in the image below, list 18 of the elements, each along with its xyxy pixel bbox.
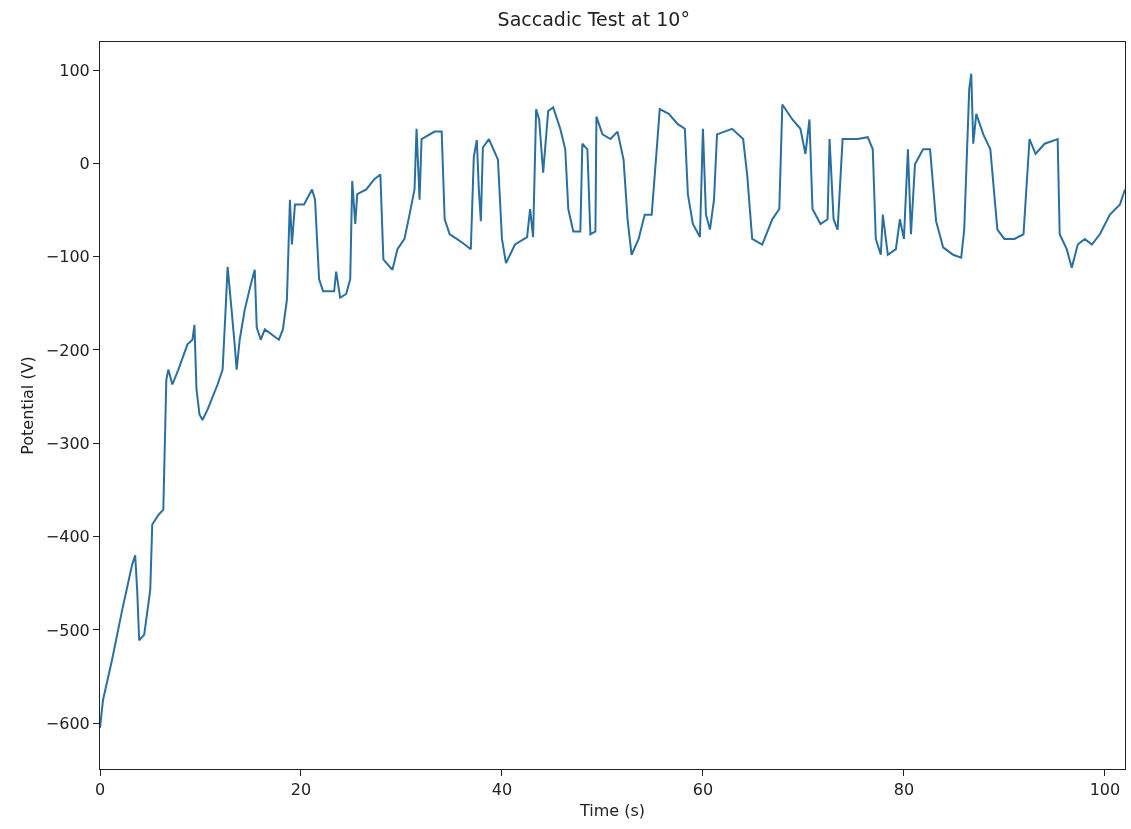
line-series (100, 72, 1125, 729)
chart-title: Saccadic Test at 10° (497, 7, 690, 30)
y-tick-label: 0 (79, 153, 90, 173)
x-tick-label: 60 (692, 780, 714, 800)
x-tick-label: 0 (94, 780, 106, 800)
y-tick-label: −400 (45, 527, 90, 547)
y-tick-label: −300 (45, 433, 90, 453)
x-tick-label: 40 (491, 780, 513, 800)
y-tick-label: −100 (45, 247, 90, 267)
x-tick-label: 80 (893, 780, 915, 800)
y-tick-label: 100 (59, 60, 90, 80)
y-tick-label: −600 (45, 713, 90, 733)
y-axis-title: Potential (V) (17, 356, 37, 455)
x-tick-label: 100 (1089, 780, 1121, 800)
y-tick-label: −200 (45, 340, 90, 360)
x-axis-title: Time (s) (578, 800, 646, 820)
y-tick-label: −500 (45, 620, 90, 640)
x-tick-label: 20 (290, 780, 312, 800)
